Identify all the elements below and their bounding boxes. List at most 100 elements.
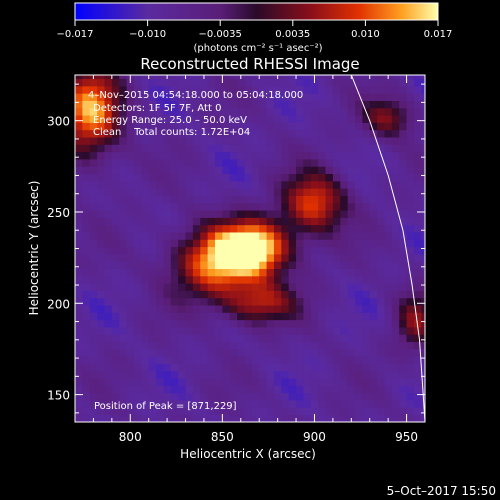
heatmap-cell bbox=[413, 239, 422, 248]
heatmap-cell bbox=[391, 115, 400, 123]
heatmap-cell bbox=[215, 261, 223, 269]
heatmap-cell bbox=[399, 166, 407, 175]
heatmap-cell bbox=[310, 356, 319, 364]
heatmap-cell bbox=[340, 297, 349, 306]
heatmap-cell bbox=[156, 290, 164, 299]
heatmap-cell bbox=[273, 341, 282, 350]
heatmap-cell bbox=[222, 290, 231, 299]
heatmap-cell bbox=[340, 100, 349, 109]
heatmap-cell bbox=[82, 159, 91, 167]
heatmap-cell bbox=[369, 217, 378, 226]
heatmap-cell bbox=[281, 180, 290, 189]
heatmap-cell bbox=[296, 122, 304, 131]
heatmap-cell bbox=[222, 283, 231, 291]
heatmap-cell bbox=[391, 356, 400, 364]
heatmap-cell bbox=[296, 75, 304, 80]
heatmap-cell bbox=[148, 100, 157, 109]
heatmap-cell bbox=[340, 217, 349, 226]
heatmap-cell bbox=[207, 217, 216, 226]
heatmap-cell bbox=[259, 253, 267, 262]
heatmap-cell bbox=[369, 144, 378, 153]
heatmap-cell bbox=[340, 319, 349, 328]
heatmap-cell bbox=[325, 297, 334, 306]
heatmap-cell bbox=[237, 144, 245, 153]
heatmap-cell bbox=[347, 217, 356, 226]
heatmap-cell bbox=[347, 305, 356, 313]
heatmap-cell bbox=[325, 378, 334, 386]
heatmap-cell bbox=[170, 107, 179, 116]
heatmap-cell bbox=[207, 239, 216, 248]
heatmap-cell bbox=[148, 283, 157, 291]
heatmap-cell bbox=[200, 232, 209, 240]
heatmap-cell bbox=[340, 93, 349, 101]
heatmap-cell bbox=[163, 385, 172, 394]
heatmap-cell bbox=[156, 188, 164, 196]
plot-area bbox=[75, 75, 425, 422]
heatmap-cell bbox=[156, 268, 164, 277]
heatmap-cell bbox=[82, 363, 91, 372]
heatmap-cell bbox=[222, 78, 231, 87]
heatmap-cell bbox=[347, 195, 356, 204]
heatmap-cell bbox=[75, 327, 83, 335]
heatmap-cell bbox=[318, 159, 326, 167]
heatmap-cell bbox=[362, 261, 371, 269]
heatmap-cell bbox=[266, 283, 275, 291]
heatmap-cell bbox=[185, 407, 194, 416]
heatmap-cell bbox=[281, 173, 290, 182]
heatmap-cell bbox=[259, 144, 267, 153]
heatmap-cell bbox=[75, 261, 83, 269]
heatmap-cell bbox=[207, 385, 216, 394]
heatmap-cell bbox=[413, 173, 422, 182]
heatmap-cell bbox=[178, 93, 186, 101]
heatmap-cell bbox=[97, 261, 105, 269]
heatmap-cell bbox=[163, 297, 172, 306]
heatmap-cell bbox=[133, 246, 142, 255]
heatmap-cell bbox=[148, 224, 157, 233]
heatmap-cell bbox=[399, 392, 407, 401]
heatmap-cell bbox=[111, 224, 120, 233]
heatmap-cell bbox=[296, 100, 304, 109]
heatmap-cell bbox=[89, 195, 98, 204]
heatmap-cell bbox=[192, 341, 201, 350]
heatmap-cell bbox=[148, 378, 157, 386]
heatmap-cell bbox=[163, 327, 172, 335]
heatmap-cell bbox=[251, 144, 260, 153]
heatmap-cell bbox=[303, 239, 312, 248]
heatmap-cell bbox=[229, 151, 238, 160]
heatmap-cell bbox=[399, 188, 407, 196]
heatmap-cell bbox=[340, 85, 349, 94]
heatmap-cell bbox=[369, 392, 378, 401]
heatmap-cell bbox=[362, 137, 371, 145]
heatmap-cell bbox=[421, 78, 425, 87]
heatmap-cell bbox=[222, 137, 231, 145]
heatmap-cell bbox=[215, 144, 223, 153]
heatmap-cell bbox=[377, 327, 385, 335]
heatmap-cell bbox=[340, 180, 349, 189]
heatmap-cell bbox=[222, 305, 231, 313]
heatmap-cell bbox=[163, 246, 172, 255]
heatmap-cell bbox=[126, 195, 135, 204]
heatmap-cell bbox=[421, 268, 425, 277]
heatmap-cell bbox=[251, 305, 260, 313]
heatmap-cell bbox=[222, 180, 231, 189]
heatmap-cell bbox=[347, 392, 356, 401]
heatmap-cell bbox=[185, 327, 194, 335]
heatmap-cell bbox=[421, 356, 425, 364]
heatmap-cell bbox=[170, 261, 179, 269]
heatmap-cell bbox=[251, 188, 260, 196]
heatmap-cell bbox=[384, 246, 393, 255]
heatmap-cell bbox=[207, 246, 216, 255]
heatmap-cell bbox=[148, 400, 157, 408]
heatmap-cell bbox=[273, 217, 282, 226]
heatmap-cell bbox=[325, 115, 334, 123]
heatmap-cell bbox=[406, 173, 415, 182]
heatmap-cell bbox=[170, 137, 179, 145]
heatmap-cell bbox=[421, 151, 425, 160]
heatmap-cell bbox=[156, 239, 164, 248]
heatmap-cell bbox=[406, 239, 415, 248]
heatmap-cell bbox=[273, 151, 282, 160]
heatmap-cell bbox=[215, 356, 223, 364]
heatmap-cell bbox=[384, 253, 393, 262]
heatmap-cell bbox=[119, 224, 127, 233]
heatmap-cell bbox=[119, 246, 127, 255]
